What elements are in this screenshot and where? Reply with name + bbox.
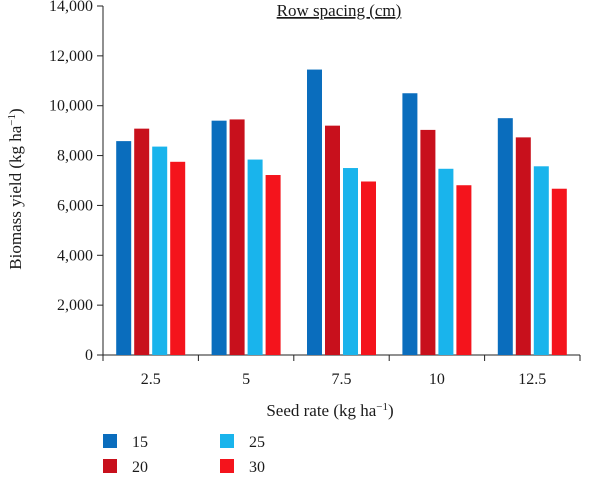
x-axis-title-main: Seed rate (kg ha: [266, 401, 376, 420]
legend-swatch-25: [220, 434, 234, 448]
y-axis-title-sup: −1: [6, 114, 18, 126]
bar-25-10: [438, 168, 454, 355]
y-tick-label: 14,000: [49, 0, 93, 15]
bar-30-12.5: [551, 188, 567, 355]
bar-30-2.5: [170, 161, 186, 355]
bar-25-2.5: [152, 146, 168, 355]
x-axis-title: Seed rate (kg ha−1): [266, 401, 393, 420]
bar-20-7.5: [325, 125, 340, 356]
bar-15-5: [211, 120, 227, 356]
x-tick-label: 12.5: [518, 371, 546, 388]
bar-15-12.5: [497, 118, 513, 355]
y-tick-label: 10,000: [49, 98, 93, 115]
bar-20-10: [420, 129, 436, 355]
bar-30-7.5: [361, 181, 376, 355]
legend-label-20: 20: [132, 459, 148, 476]
legend-swatch-15: [103, 434, 117, 448]
x-tick-label: 10: [429, 371, 445, 388]
bar-20-12.5: [515, 137, 531, 355]
legend-label-30: 30: [249, 459, 265, 476]
bar-25-12.5: [533, 166, 549, 355]
x-tick-label: 7.5: [332, 371, 352, 388]
bar-20-2.5: [134, 128, 150, 355]
legend-label-25: 25: [249, 434, 265, 451]
bar-25-7.5: [343, 168, 358, 355]
y-tick-label: 8,000: [57, 148, 93, 165]
y-tick-label: 0: [85, 347, 93, 364]
legend-swatch-20: [103, 459, 117, 473]
bars-group: [116, 69, 567, 356]
x-axis: 2.5 5 7.5 10 12.5: [102, 354, 581, 388]
bar-15-2.5: [116, 141, 132, 355]
y-tick-label: 6,000: [57, 197, 93, 214]
y-axis-title: Biomass yield (kg ha−1): [6, 108, 25, 269]
x-tick-label: 2.5: [141, 371, 161, 388]
legend-label-15: 15: [132, 434, 148, 451]
x-tick-label: 5: [242, 371, 250, 388]
y-axis-title-main: Biomass yield (kg ha: [6, 125, 25, 269]
x-axis-title-end: ): [388, 401, 394, 420]
chart-title: Row spacing (cm): [277, 1, 402, 20]
bar-30-5: [265, 175, 281, 355]
bar-30-10: [456, 185, 472, 355]
y-axis-title-end: ): [6, 108, 25, 114]
y-tick-label: 12,000: [49, 48, 93, 65]
legend: 15 20 25 30: [103, 434, 265, 476]
bar-25-5: [247, 159, 263, 355]
bar-15-7.5: [307, 69, 322, 355]
y-tick-label: 2,000: [57, 297, 93, 314]
bar-20-5: [229, 119, 245, 355]
bar-15-10: [402, 93, 418, 355]
legend-swatch-30: [220, 459, 234, 473]
x-axis-title-sup: −1: [376, 401, 388, 413]
y-tick-label: 4,000: [57, 247, 93, 264]
y-axis: 0 2,000 4,000 6,000 8,000 10,000 12,000 14,000: [49, 0, 104, 364]
